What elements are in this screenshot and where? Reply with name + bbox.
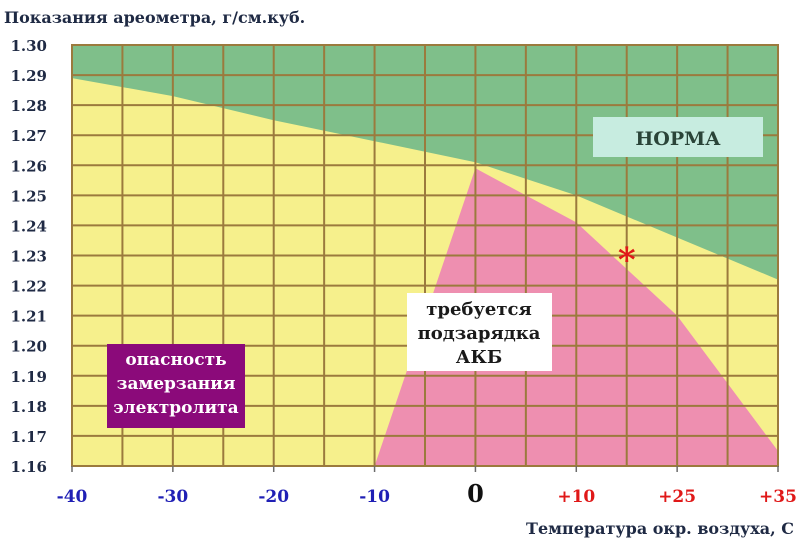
marker-asterisk: *: [618, 241, 636, 281]
zone-labels-layer: НОРМА требуется подзарядка АКБ опасность заме…: [107, 117, 763, 428]
zone-label-norma-box: [593, 117, 763, 157]
y-tick-label: 1.22: [10, 278, 47, 296]
y-tick-label: 1.16: [10, 458, 47, 476]
zone-label-freeze-box: [107, 344, 245, 428]
zone-label-charge-line: подзарядка: [418, 323, 541, 344]
zone-label-freeze-line: электролита: [113, 398, 238, 418]
zone-label-freeze-line: опасность: [125, 350, 226, 370]
y-tick-label: 1.19: [10, 368, 47, 386]
y-tick-label: 1.30: [10, 37, 47, 55]
x-tick-label: -10: [359, 487, 390, 507]
zone-label-norma: НОРМА: [635, 128, 721, 150]
zone-norma-area: [72, 45, 778, 280]
zone-label-freeze-line: замерзания: [117, 374, 236, 394]
x-tick-label: -30: [157, 487, 188, 507]
y-tick-label: 1.23: [10, 248, 47, 266]
x-tick-label: 0: [467, 479, 484, 508]
x-axis-title: Температура окр. воздуха, С: [526, 519, 794, 538]
x-tick-label: +10: [557, 487, 595, 507]
x-tick-label: -40: [57, 487, 88, 507]
plot-border: [71, 44, 779, 467]
y-tick-label: 1.28: [10, 97, 47, 115]
y-tick-label: 1.27: [10, 127, 47, 145]
y-tick-label: 1.20: [10, 338, 47, 356]
y-tick-label: 1.21: [10, 308, 47, 326]
x-tick-label: +35: [759, 487, 797, 507]
zone-label-charge-box: [407, 293, 552, 371]
y-tick-label: 1.26: [10, 157, 47, 175]
zone-label-charge-line: требуется: [426, 299, 532, 320]
zone-label-charge-line: АКБ: [456, 347, 502, 368]
y-tick-label: 1.25: [10, 187, 47, 205]
axes-layer: 1.30 1.29 1.28 1.27 1.26 1.25 1.24 1.23 1.22 1.21…: [10, 37, 797, 508]
x-tick-label: -20: [258, 487, 289, 507]
grid-layer: [71, 44, 779, 467]
y-tick-label: 1.17: [10, 428, 47, 446]
chart-title: Показания ареометра, г/см.куб.: [4, 8, 305, 27]
y-tick-label: 1.29: [10, 67, 47, 85]
y-tick-label: 1.24: [10, 217, 47, 235]
y-tick-label: 1.18: [10, 398, 47, 416]
x-tick-label: +25: [658, 487, 696, 507]
